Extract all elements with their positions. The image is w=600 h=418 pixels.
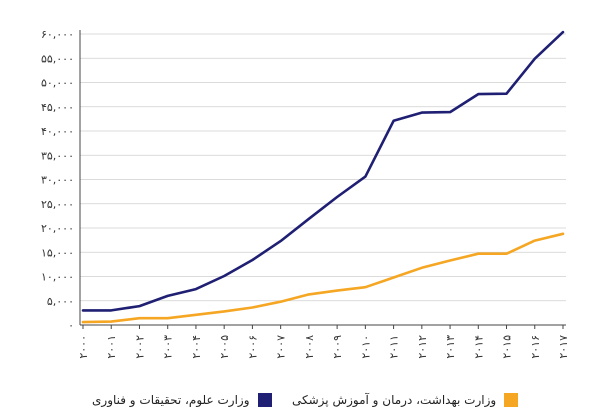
x-tick-label: ۲۰۱۲ bbox=[416, 335, 429, 359]
series-line-health-ministry bbox=[81, 232, 565, 324]
y-tick-label: ۳۰,۰۰۰ bbox=[41, 174, 74, 187]
legend-item-science-ministry: وزارت علوم، تحقیقات و فناوری bbox=[92, 388, 272, 412]
y-tick-label: ۵,۰۰۰ bbox=[47, 295, 74, 308]
x-tick-label: ۲۰۱۶ bbox=[529, 335, 542, 359]
series-lines bbox=[81, 30, 565, 324]
y-tick-label: ۵۰,۰۰۰ bbox=[41, 77, 74, 90]
axes bbox=[79, 30, 566, 329]
x-tick-label: ۲۰۰۶ bbox=[246, 335, 259, 359]
legend-swatch-navy bbox=[257, 393, 272, 407]
legend-item-health-ministry: وزارت بهداشت، درمان و آموزش پزشکی bbox=[292, 388, 519, 412]
x-tick-label: ۲۰۱۵ bbox=[501, 335, 514, 359]
x-tick-label: ۲۰۱۷ bbox=[557, 335, 570, 359]
y-tick-label: ۲۰,۰۰۰ bbox=[41, 222, 74, 235]
y-tick-label: ۴۵,۰۰۰ bbox=[41, 101, 74, 114]
x-tick-labels: ۲۰۰۰ ۲۰۰۱ ۲۰۰۲ ۲۰۰۳ ۲۰۰۴ ۲۰۰۵ ۲۰۰۶ ۲۰۰۷ ۲۰۰۸ ۲۰۰۹… bbox=[77, 335, 570, 359]
x-tick-label: ۲۰۰۴ bbox=[190, 335, 203, 359]
y-tick-label: ۱۰,۰۰۰ bbox=[41, 271, 74, 284]
x-tick-label: ۲۰۰۰ bbox=[77, 335, 90, 359]
y-tick-label: ۳۵,۰۰۰ bbox=[41, 149, 74, 162]
y-tick-label: ۴۰,۰۰۰ bbox=[41, 125, 74, 138]
y-tick-label: ۲۵,۰۰۰ bbox=[41, 198, 74, 211]
x-tick-label: ۲۰۰۸ bbox=[303, 335, 316, 359]
legend-label: وزارت علوم، تحقیقات و فناوری bbox=[92, 393, 250, 407]
x-tick-label: ۲۰۱۴ bbox=[472, 335, 485, 359]
x-tick-label: ۲۰۰۹ bbox=[331, 335, 344, 359]
gridlines bbox=[80, 33, 566, 302]
x-tick-label: ۲۰۱۳ bbox=[444, 335, 457, 359]
x-tick-label: ۲۰۰۳ bbox=[162, 335, 175, 359]
x-tick-label: ۲۰۱۰ bbox=[359, 335, 372, 359]
series-line-science-ministry bbox=[81, 30, 565, 312]
x-tick-label: ۲۰۰۷ bbox=[275, 335, 288, 359]
x-tick-label: ۲۰۰۵ bbox=[218, 335, 231, 359]
legend-label: وزارت بهداشت، درمان و آموزش پزشکی bbox=[292, 393, 497, 407]
y-tick-label: ۶۰,۰۰۰ bbox=[41, 28, 74, 41]
x-tick-label: ۲۰۰۱ bbox=[105, 335, 118, 359]
y-tick-label: ۵۵,۰۰۰ bbox=[41, 52, 74, 65]
y-tick-labels: ۰ ۵,۰۰۰ ۱۰,۰۰۰ ۱۵,۰۰۰ ۲۰,۰۰۰ ۲۵,۰۰۰ ۳۰,۰۰۰ ۳۵,۰… bbox=[41, 28, 74, 332]
x-tick-label: ۲۰۰۲ bbox=[133, 335, 146, 359]
y-tick-label: ۱۵,۰۰۰ bbox=[41, 246, 74, 259]
y-tick-label: ۰ bbox=[68, 319, 74, 332]
legend-swatch-orange bbox=[504, 393, 519, 407]
x-tick-label: ۲۰۱۱ bbox=[388, 335, 401, 359]
legend: وزارت علوم، تحقیقات و فناوری وزارت بهداش… bbox=[0, 388, 600, 412]
